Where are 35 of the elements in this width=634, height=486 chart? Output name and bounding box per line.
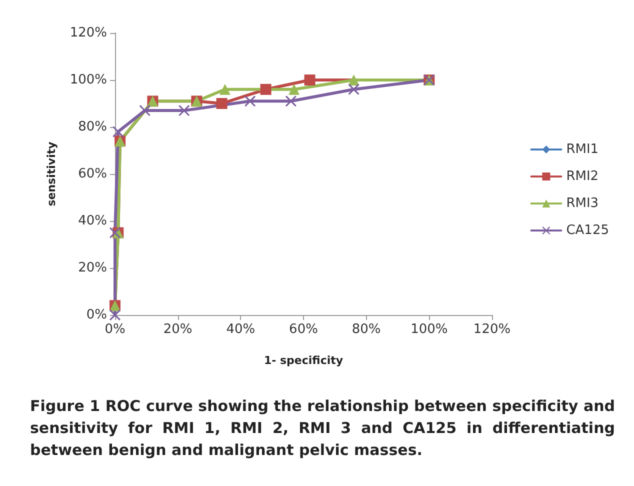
- point: [304, 74, 316, 86]
- point: [110, 227, 120, 238]
- x-tick-label: 120%: [473, 322, 511, 337]
- x-axis-title: 1- specificity: [264, 354, 344, 367]
- y-tick-label: 20%: [78, 260, 107, 276]
- point: [260, 84, 272, 95]
- y-tick-label: 100%: [70, 72, 107, 88]
- x-tick-label: 80%: [352, 322, 381, 337]
- y-tick-label: 40%: [78, 214, 107, 228]
- y-axis-title: sensitivity: [45, 142, 58, 206]
- y-tick-label: 80%: [78, 120, 107, 134]
- x-tick-label: 40%: [226, 322, 256, 337]
- legend-label: CA125: [566, 223, 610, 238]
- caption: Figure 1 ROC curve showing the relationship between specificity and sensitivity for RMI 1, RMI 2, RMI 3 and CA125 in differentiating between benign and malignant pelvic masses.: [30, 396, 615, 461]
- y-tick-label: 120%: [70, 26, 107, 40]
- y-tick-label: 60%: [78, 166, 107, 182]
- x-tick-label: 60%: [289, 322, 318, 337]
- point: [288, 84, 300, 95]
- point: [244, 96, 256, 107]
- point: [112, 126, 124, 138]
- point: [285, 96, 296, 107]
- x-tick-label: 100%: [410, 322, 448, 337]
- point: [178, 105, 190, 116]
- point: [348, 84, 360, 95]
- point: [348, 74, 360, 86]
- point: [216, 98, 228, 109]
- point: [139, 105, 150, 116]
- legend-label: RMI1: [566, 142, 599, 157]
- point: [219, 84, 230, 95]
- legend-label: RMI3: [566, 196, 599, 211]
- legend-label: RMI2: [566, 169, 599, 184]
- y-tick-label: 0%: [86, 308, 107, 322]
- x-tick-label: 0%: [104, 322, 126, 337]
- x-tick-label: 20%: [163, 322, 192, 337]
- point: [110, 310, 120, 320]
